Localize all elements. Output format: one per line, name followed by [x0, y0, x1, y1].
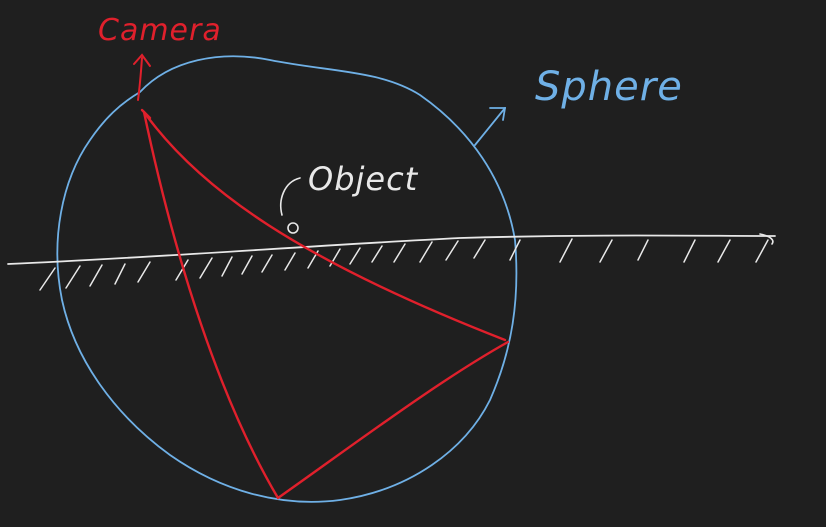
camera-triangle [140, 108, 510, 500]
ground-end-curl [759, 233, 774, 245]
camera-arrow [133, 53, 151, 101]
ground-hatching [39, 238, 769, 291]
sphere-outline [56, 55, 518, 503]
object-marker [287, 222, 299, 234]
sphere-label: Sphere [535, 64, 683, 110]
object-label: Object [308, 160, 419, 198]
object-pointer [280, 177, 301, 216]
sphere-arrow [474, 107, 507, 146]
camera-label: Camera [98, 13, 222, 48]
ground-line [7, 234, 776, 265]
